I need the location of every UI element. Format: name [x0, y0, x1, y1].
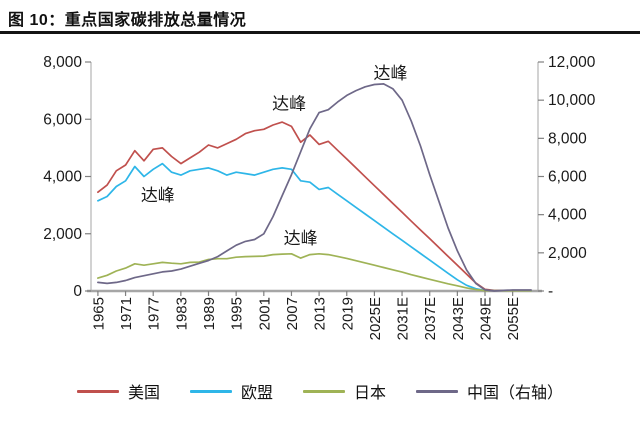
- legend-item-usa: 美国: [76, 379, 160, 403]
- peak-annotation: 达峰: [374, 64, 408, 83]
- peak-annotation: 达峰: [284, 229, 318, 248]
- legend-label-usa: 美国: [127, 385, 160, 402]
- series-line-2: [97, 252, 532, 292]
- legend-item-eu: 欧盟: [189, 379, 273, 403]
- usa-line-swatch: [76, 389, 119, 393]
- japan-line-swatch: [303, 389, 345, 393]
- x-tick-label: 1965: [90, 297, 107, 330]
- x-tick-label: 2001: [256, 297, 273, 330]
- x-tick-label: 1989: [201, 297, 218, 330]
- right-tick-label: 8,000: [548, 130, 587, 147]
- x-tick-label: 1971: [118, 297, 135, 330]
- legend-label-japan: 日本: [354, 385, 387, 402]
- series-line-1: [97, 162, 532, 292]
- peak-annotation: 达峰: [141, 186, 175, 205]
- x-tick-label: 2031E: [395, 297, 412, 340]
- left-tick-label: 0: [73, 283, 82, 300]
- series-lines: [97, 83, 532, 292]
- eu-line-swatch: [189, 389, 232, 393]
- right-axis-labels: - 2,000 4,000 6,000 8,000 10,000 12,000: [548, 54, 596, 300]
- x-tick-label: 2013: [312, 297, 329, 330]
- x-tick-label: 1995: [229, 297, 246, 330]
- x-tick-label: 2025E: [367, 297, 384, 340]
- figure-title: 图 10：重点国家碳排放总量情况: [8, 12, 247, 29]
- x-tick-label: 1977: [146, 297, 163, 330]
- peak-annotation: 达峰: [272, 94, 306, 113]
- left-tick-label: 4,000: [43, 169, 82, 186]
- x-tick-label: 2037E: [422, 297, 439, 340]
- legend-item-japan: 日本: [303, 379, 386, 403]
- series-line-3: [97, 83, 532, 292]
- right-tick-label: 6,000: [548, 169, 587, 186]
- right-tick-label: -: [548, 283, 553, 300]
- left-axis-labels: 0 2,000 4,000 6,000 8,000: [43, 54, 82, 300]
- x-axis-labels: 1965 1971 1977 1983 1989 1995 2001 2007 2013 2019…: [90, 297, 522, 340]
- series-line-0: [97, 121, 532, 292]
- legend-item-china: 中国（右轴）: [416, 379, 563, 403]
- left-tick-label: 2,000: [43, 226, 82, 243]
- x-tick-label: 2049E: [478, 297, 495, 340]
- china-line-swatch: [416, 389, 459, 393]
- x-tick-label: 2055E: [505, 297, 522, 340]
- legend-label-china: 中国（右轴）: [467, 385, 564, 402]
- right-tick-label: 12,000: [548, 54, 596, 71]
- x-tick-label: 2007: [284, 297, 301, 330]
- x-tick-label: 1983: [173, 297, 190, 330]
- legend: 美国 欧盟 日本 中国（右轴）: [0, 379, 640, 403]
- right-tick-label: 10,000: [548, 92, 596, 109]
- legend-label-eu: 欧盟: [240, 385, 273, 402]
- x-tick-label: 2043E: [450, 297, 467, 340]
- title-underline: [0, 31, 640, 34]
- left-tick-label: 6,000: [43, 111, 82, 128]
- axis-lines: [87, 62, 542, 293]
- left-tick-label: 8,000: [43, 54, 82, 71]
- right-tick-label: 4,000: [548, 207, 587, 224]
- x-tick-label: 2019: [339, 297, 356, 330]
- right-tick-label: 2,000: [548, 245, 587, 262]
- axis-ticks: [85, 61, 544, 296]
